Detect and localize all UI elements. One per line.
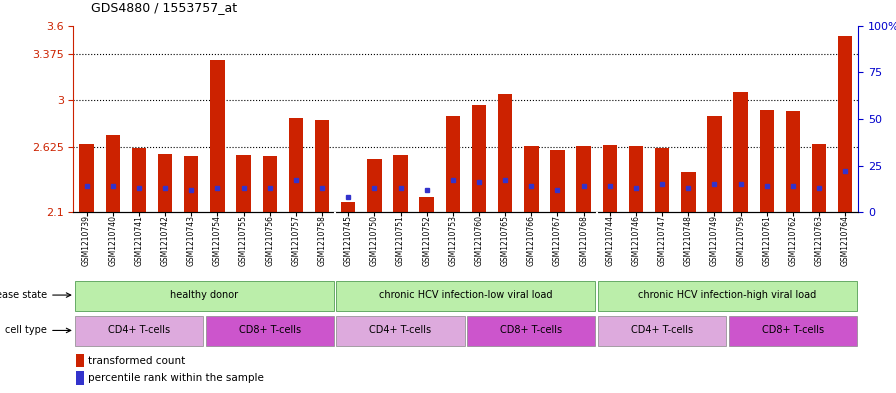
Bar (158, 154, 172, 212)
Text: GSM1210763: GSM1210763 (814, 215, 823, 266)
Text: cell type: cell type (5, 325, 47, 336)
Bar (336, 281, 596, 311)
Text: GDS4880 / 1553757_at: GDS4880 / 1553757_at (91, 1, 237, 14)
Bar (263, 156, 277, 212)
Text: GSM1210749: GSM1210749 (710, 215, 719, 266)
Bar (576, 146, 590, 212)
Bar (237, 155, 251, 212)
Text: GSM1210755: GSM1210755 (239, 215, 248, 266)
Bar (445, 116, 460, 212)
Text: GSM1210757: GSM1210757 (291, 215, 300, 266)
Bar (393, 155, 408, 212)
Bar (367, 159, 382, 212)
Bar (603, 145, 617, 212)
Text: GSM1210754: GSM1210754 (213, 215, 222, 266)
Text: GSM1210745: GSM1210745 (344, 215, 353, 266)
Text: percentile rank within the sample: percentile rank within the sample (88, 373, 264, 383)
Bar (80, 144, 94, 212)
Bar (760, 110, 774, 212)
Text: GSM1210767: GSM1210767 (553, 215, 562, 266)
Bar (289, 118, 303, 212)
Bar (336, 316, 465, 346)
Bar (467, 316, 596, 346)
Text: chronic HCV infection-high viral load: chronic HCV infection-high viral load (639, 290, 816, 300)
Bar (419, 197, 434, 212)
Text: GSM1210756: GSM1210756 (265, 215, 274, 266)
Text: CD8+ T-cells: CD8+ T-cells (238, 325, 301, 336)
Text: CD4+ T-cells: CD4+ T-cells (369, 325, 432, 336)
Bar (812, 144, 826, 212)
Text: GSM1210746: GSM1210746 (632, 215, 641, 266)
Text: GSM1210760: GSM1210760 (475, 215, 484, 266)
Bar (205, 316, 334, 346)
Text: GSM1210764: GSM1210764 (840, 215, 849, 266)
Bar (734, 92, 748, 212)
Bar (655, 147, 669, 212)
Bar (341, 202, 356, 212)
Text: GSM1210747: GSM1210747 (658, 215, 667, 266)
Text: CD8+ T-cells: CD8+ T-cells (500, 325, 563, 336)
Text: GSM1210762: GSM1210762 (788, 215, 797, 266)
Text: GSM1210751: GSM1210751 (396, 215, 405, 266)
Text: chronic HCV infection-low viral load: chronic HCV infection-low viral load (379, 290, 553, 300)
Text: GSM1210752: GSM1210752 (422, 215, 431, 266)
Text: GSM1210741: GSM1210741 (134, 215, 143, 266)
Bar (74, 316, 203, 346)
Text: GSM1210744: GSM1210744 (606, 215, 615, 266)
Text: CD8+ T-cells: CD8+ T-cells (762, 325, 824, 336)
Bar (598, 316, 727, 346)
Text: GSM1210765: GSM1210765 (501, 215, 510, 266)
Text: GSM1210758: GSM1210758 (317, 215, 326, 266)
Text: GSM1210743: GSM1210743 (186, 215, 195, 266)
Bar (707, 116, 721, 212)
Bar (75, 371, 84, 385)
Bar (728, 316, 857, 346)
Text: GSM1210739: GSM1210739 (82, 215, 91, 266)
Text: GSM1210768: GSM1210768 (579, 215, 588, 266)
Bar (211, 61, 225, 212)
Bar (314, 120, 329, 212)
Bar (629, 146, 643, 212)
Text: disease state: disease state (0, 290, 47, 300)
Text: CD4+ T-cells: CD4+ T-cells (108, 325, 170, 336)
Text: transformed count: transformed count (88, 356, 185, 366)
Bar (681, 173, 695, 212)
Bar (524, 146, 538, 212)
Bar (550, 150, 564, 212)
Text: GSM1210750: GSM1210750 (370, 215, 379, 266)
Text: GSM1210748: GSM1210748 (684, 215, 693, 266)
Bar (184, 156, 198, 212)
Text: GSM1210753: GSM1210753 (448, 215, 457, 266)
Text: GSM1210740: GSM1210740 (108, 215, 117, 266)
Text: GSM1210759: GSM1210759 (737, 215, 745, 266)
Text: GSM1210761: GSM1210761 (762, 215, 771, 266)
Bar (106, 135, 120, 212)
Bar (75, 354, 84, 367)
Bar (786, 111, 800, 212)
Bar (132, 147, 146, 212)
Text: GSM1210766: GSM1210766 (527, 215, 536, 266)
Bar (598, 281, 857, 311)
Bar (838, 35, 852, 212)
Text: GSM1210742: GSM1210742 (160, 215, 169, 266)
Bar (472, 105, 487, 212)
Bar (74, 281, 334, 311)
Text: CD4+ T-cells: CD4+ T-cells (631, 325, 694, 336)
Bar (498, 94, 513, 212)
Text: healthy donor: healthy donor (170, 290, 238, 300)
